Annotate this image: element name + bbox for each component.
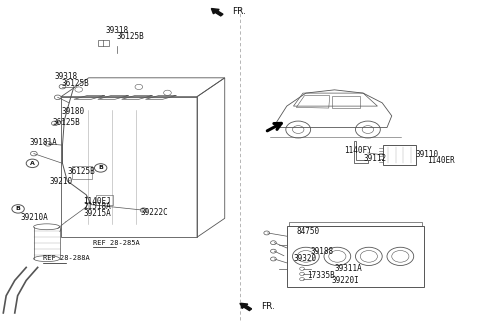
- Text: REF 28-285A: REF 28-285A: [93, 240, 140, 246]
- Text: B: B: [16, 206, 21, 211]
- Text: 1140ER: 1140ER: [427, 155, 455, 165]
- Text: 39210A: 39210A: [21, 213, 48, 222]
- Text: 1140EJ: 1140EJ: [84, 197, 111, 206]
- Text: 84750: 84750: [296, 227, 319, 236]
- Text: 17335B: 17335B: [307, 271, 335, 280]
- Text: B: B: [98, 165, 103, 171]
- FancyArrow shape: [240, 303, 252, 311]
- Text: 39181A: 39181A: [29, 138, 57, 147]
- Text: 39110: 39110: [416, 151, 439, 159]
- Text: 39320: 39320: [293, 255, 317, 263]
- Text: FR.: FR.: [261, 302, 275, 311]
- Text: FR.: FR.: [232, 7, 246, 16]
- Text: 39215A: 39215A: [84, 209, 111, 218]
- Text: 39180: 39180: [61, 108, 84, 116]
- Text: 39112: 39112: [363, 154, 386, 163]
- Text: 36125B: 36125B: [53, 118, 81, 127]
- Text: 1140FY: 1140FY: [344, 146, 372, 155]
- Text: 39318: 39318: [106, 26, 129, 34]
- Text: 36125B: 36125B: [67, 167, 95, 176]
- Text: A: A: [30, 161, 35, 166]
- Text: 39222C: 39222C: [141, 208, 168, 216]
- Text: 39220I: 39220I: [332, 276, 360, 285]
- Text: 36125B: 36125B: [61, 79, 89, 88]
- Text: 36125B: 36125B: [117, 32, 144, 41]
- FancyArrow shape: [211, 9, 223, 16]
- Text: 39188: 39188: [311, 247, 334, 256]
- Text: 39311A: 39311A: [335, 264, 362, 273]
- Text: 39210: 39210: [49, 177, 72, 186]
- Text: 39318: 39318: [55, 72, 78, 81]
- Text: REF 28-288A: REF 28-288A: [43, 255, 90, 261]
- Text: 21518A: 21518A: [84, 202, 111, 211]
